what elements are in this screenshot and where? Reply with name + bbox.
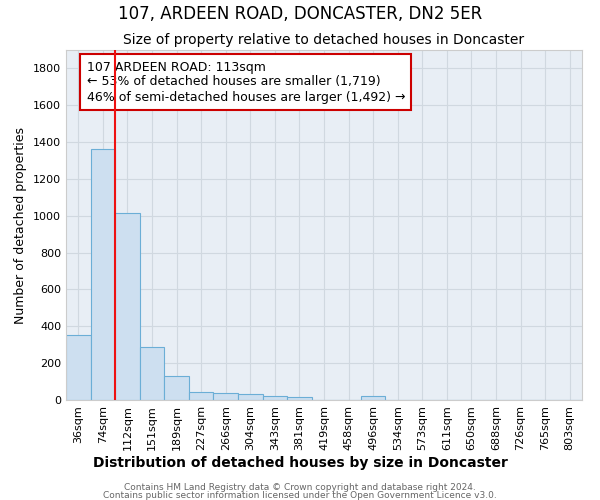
Bar — [115, 213, 140, 400]
Text: 107 ARDEEN ROAD: 113sqm
← 53% of detached houses are smaller (1,719)
46% of semi: 107 ARDEEN ROAD: 113sqm ← 53% of detache… — [86, 60, 405, 104]
Bar — [361, 396, 385, 400]
Text: 107, ARDEEN ROAD, DONCASTER, DN2 5ER: 107, ARDEEN ROAD, DONCASTER, DN2 5ER — [118, 5, 482, 23]
Title: Size of property relative to detached houses in Doncaster: Size of property relative to detached ho… — [124, 34, 524, 48]
Bar — [214, 393, 238, 400]
Text: Contains HM Land Registry data © Crown copyright and database right 2024.: Contains HM Land Registry data © Crown c… — [124, 483, 476, 492]
Bar — [164, 376, 189, 400]
Bar — [238, 394, 263, 400]
Bar — [287, 397, 312, 400]
Bar — [189, 392, 214, 400]
Y-axis label: Number of detached properties: Number of detached properties — [14, 126, 28, 324]
Bar — [91, 150, 115, 400]
Bar — [66, 334, 91, 400]
Bar — [140, 346, 164, 400]
Bar — [263, 396, 287, 400]
Text: Distribution of detached houses by size in Doncaster: Distribution of detached houses by size … — [92, 456, 508, 469]
Text: Contains public sector information licensed under the Open Government Licence v3: Contains public sector information licen… — [103, 490, 497, 500]
